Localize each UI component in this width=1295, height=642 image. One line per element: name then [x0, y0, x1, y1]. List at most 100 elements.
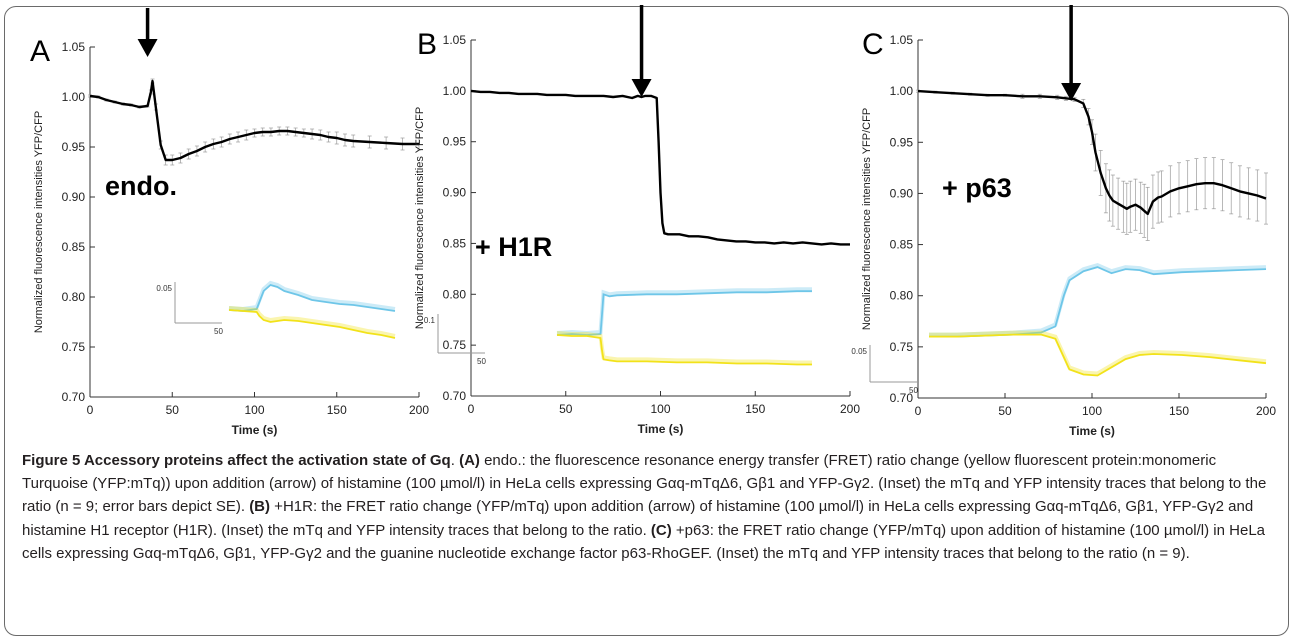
inset-yfp-trace [556, 334, 812, 366]
x-tick-label: 50 [998, 404, 1012, 418]
y-axis-label: Normalized fluorescence intensities YFP/… [33, 111, 45, 333]
inset-scale-x-label: 50 [214, 327, 223, 336]
inset-mtq-band [929, 262, 1267, 337]
caption-panel-a: (A) endo.: the fluorescence resonance en… [22, 452, 1266, 515]
panel-a: A 0.70 0.75 0.80 0.85 0.90 0.95 1.00 1.05 0 50 100 1… [30, 8, 429, 437]
ratio-line [470, 89, 850, 246]
y-tick-label: 0.70 [890, 391, 914, 405]
inset-scale-y-label: 0.1 [424, 316, 436, 325]
panel-c: C 0.70 0.75 0.80 0.85 0.90 0.95 1.00 1.05 0 50 100 1… [851, 5, 1276, 438]
figure-caption: Figure 5 Accessory proteins affect the a… [22, 449, 1274, 565]
histamine-arrow [137, 8, 158, 57]
x-tick-label: 150 [1169, 404, 1189, 418]
y-tick-label: 1.00 [62, 90, 86, 104]
x-tick-label: 0 [915, 404, 922, 418]
inset-yfp-band [228, 306, 396, 338]
caption-text-a: endo.: the fluorescence resonance energy… [22, 452, 1267, 516]
arrow-head [1061, 83, 1082, 101]
x-tick-label: 100 [1082, 404, 1102, 418]
caption-text-c: +p63: the FRET ratio change (YFP/mTq) up… [22, 521, 1265, 562]
inset-mtq-trace [556, 290, 812, 336]
histamine-arrow [631, 5, 652, 97]
y-tick-label: 0.90 [443, 186, 467, 200]
y-tick-label: 0.95 [443, 135, 467, 149]
y-tick-label: 0.75 [443, 338, 467, 352]
series-ratio [88, 78, 421, 166]
y-tick-label: 0.85 [890, 238, 914, 252]
y-tick-label: 0.95 [890, 135, 914, 149]
y-tick-label: 0.70 [443, 389, 467, 403]
ratio-line [917, 89, 1267, 216]
x-tick-label: 100 [650, 402, 670, 416]
inset-yfp-trace [228, 309, 396, 339]
inset-mtq-band [556, 287, 812, 336]
caption-panel-c: (C) +p63: the FRET ratio change (YFP/mTq… [22, 522, 1265, 562]
panel-letter-c: C [862, 28, 884, 61]
y-tick-label: 1.00 [443, 84, 467, 98]
y-tick-label: 0.80 [890, 289, 914, 303]
figure-panels: A 0.70 0.75 0.80 0.85 0.90 0.95 1.00 1.05 0 50 100 1… [30, 5, 1276, 438]
figure-border [4, 6, 1289, 636]
ratio-line [89, 79, 419, 162]
panel-letter-a: A [30, 35, 50, 68]
inset-scale-x-label: 50 [909, 386, 918, 395]
x-axis-label: Time (s) [638, 422, 684, 436]
y-tick-label: 0.95 [62, 140, 86, 154]
series-ratio [470, 89, 850, 246]
x-tick-label: 200 [409, 403, 429, 417]
y-tick-label: 0.85 [62, 240, 86, 254]
panel-b: B 0.70 0.75 0.80 0.85 0.90 0.95 1.00 1.05 0 50 100 1… [414, 5, 860, 436]
inset-yfp-band [929, 330, 1267, 376]
inset-scale-y-label: 0.05 [851, 347, 867, 356]
arrow-head [137, 39, 158, 57]
y-tick-label: 0.75 [890, 340, 914, 354]
inset-c: 0.05 50 [851, 262, 1267, 395]
x-axis-label: Time (s) [1069, 424, 1115, 438]
x-tick-label: 200 [1256, 404, 1276, 418]
caption-panel-b: (B) +H1R: the FRET ratio change (YFP/mTq… [22, 498, 1253, 538]
caption-label-a: (A) [459, 452, 480, 469]
x-tick-label: 200 [840, 402, 860, 416]
x-tick-label: 0 [468, 402, 475, 416]
y-tick-label: 1.05 [443, 33, 467, 47]
caption-text-b: +H1R: the FRET ratio change (YFP/mTq) up… [22, 498, 1254, 539]
y-tick-label: 0.85 [443, 236, 467, 250]
caption-label-c: (C) [650, 521, 672, 539]
inset-mtq-trace [929, 266, 1267, 338]
inset-mtq-trace [228, 283, 396, 312]
histamine-arrow [1061, 5, 1082, 101]
condition-label: endo. [105, 171, 177, 201]
inset-scale-y-label: 0.05 [156, 284, 172, 293]
caption-title: Figure 5 Accessory proteins affect the a… [22, 452, 451, 469]
y-tick-label: 1.05 [890, 33, 914, 47]
y-tick-label: 0.80 [62, 290, 86, 304]
y-tick-label: 0.80 [443, 287, 467, 301]
y-tick-label: 0.90 [62, 190, 86, 204]
inset-mtq-band [228, 280, 396, 312]
series-ratio [916, 89, 1268, 241]
x-tick-label: 50 [166, 403, 180, 417]
y-tick-label: 1.05 [62, 40, 86, 54]
x-tick-label: 150 [745, 402, 765, 416]
x-tick-label: 50 [559, 402, 573, 416]
x-tick-label: 0 [87, 403, 94, 417]
inset-a: 0.05 50 [156, 280, 396, 339]
y-tick-label: 0.70 [62, 390, 86, 404]
caption-label-b: (B) [249, 498, 271, 516]
arrow-head [631, 79, 652, 97]
panel-letter-b: B [417, 28, 437, 61]
condition-label: + p63 [942, 173, 1012, 203]
caption-period: . [450, 452, 460, 469]
x-axis-label: Time (s) [232, 423, 278, 437]
inset-scale-x-label: 50 [477, 357, 486, 366]
y-tick-label: 1.00 [890, 84, 914, 98]
inset-yfp-trace [929, 333, 1267, 377]
x-tick-label: 100 [244, 403, 264, 417]
y-tick-label: 0.75 [62, 340, 86, 354]
y-axis-label: Normalized fluorescence intensities YFP/… [414, 107, 426, 329]
y-tick-label: 0.90 [890, 186, 914, 200]
inset-b: 0.1 50 [424, 287, 812, 366]
inset-yfp-band [556, 331, 812, 365]
y-axis-label: Normalized fluorescence intensities YFP/… [861, 108, 873, 330]
condition-label: + H1R [475, 232, 552, 262]
